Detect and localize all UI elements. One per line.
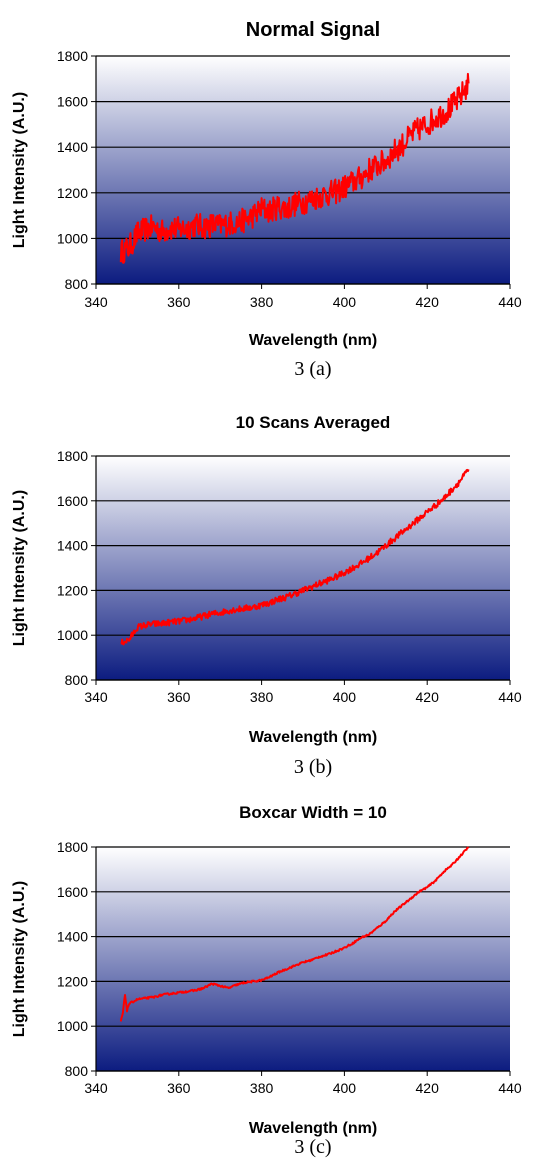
y-tick-label: 1200 [57,185,88,201]
chart-3: 800 1000 1200 1400 1600 1800 340 360 380 400 420 44… [11,803,522,1158]
y-tick-label: 1400 [57,538,88,554]
plot-area [96,456,510,680]
y-tick-label: 1200 [57,582,88,598]
x-tick-label: 420 [416,294,440,310]
x-tick-label: 340 [84,689,108,705]
y-tick-label: 800 [65,672,89,688]
x-tick-label: 380 [250,1080,274,1096]
y-tick-label: 1800 [57,448,88,464]
y-tick-label: 1600 [57,94,88,110]
chart-title: Normal Signal [246,19,380,41]
y-tick-label: 1800 [57,48,88,64]
x-tick-label: 360 [167,689,191,705]
y-tick-label: 1000 [57,230,88,246]
y-tick-label: 1200 [57,973,88,989]
chart-title: Boxcar Width = 10 [239,803,387,822]
plot-area [96,847,510,1071]
y-tick-label: 1600 [57,884,88,900]
x-tick-label: 400 [333,689,357,705]
plot-area [96,56,510,284]
x-tick-label: 420 [416,1080,440,1096]
figure-caption: 3 (c) [294,1136,331,1158]
y-tick-label: 1600 [57,493,88,509]
x-tick-label: 340 [84,294,108,310]
x-tick-label: 440 [498,689,522,705]
x-tick-label: 420 [416,689,440,705]
x-axis-label: Wavelength (nm) [249,332,377,349]
x-tick-label: 360 [167,1080,191,1096]
y-tick-label: 1000 [57,627,88,643]
x-tick-label: 380 [250,294,274,310]
y-tick-label: 1400 [57,929,88,945]
x-tick-label: 400 [333,1080,357,1096]
figure-caption: 3 (b) [294,756,332,778]
y-axis-label: Light Intensity (A.U.) [11,881,28,1037]
chart-2: 800 1000 1200 1400 1600 1800 340 360 380 400 420 44… [11,413,522,778]
y-tick-label: 800 [65,276,89,292]
x-axis-label: Wavelength (nm) [249,1120,377,1137]
x-tick-label: 360 [167,294,191,310]
x-tick-label: 340 [84,1080,108,1096]
series-line [120,468,470,646]
x-tick-label: 400 [333,294,357,310]
series-line [119,846,470,1022]
x-tick-label: 380 [250,689,274,705]
y-axis-label: Light Intensity (A.U.) [11,490,28,646]
x-tick-label: 440 [498,294,522,310]
y-tick-label: 1800 [57,839,88,855]
x-axis-label: Wavelength (nm) [249,729,377,746]
figure-caption: 3 (a) [294,358,331,380]
x-tick-label: 440 [498,1080,522,1096]
y-tick-label: 1400 [57,139,88,155]
chart-1: 800 1000 1200 1400 1600 1800 340 360 380 400 420 44… [11,19,522,380]
y-tick-label: 1000 [57,1018,88,1034]
series-line [119,72,470,264]
y-axis-label: Light Intensity (A.U.) [11,92,28,248]
chart-title: 10 Scans Averaged [236,413,391,432]
y-tick-label: 800 [65,1063,89,1079]
